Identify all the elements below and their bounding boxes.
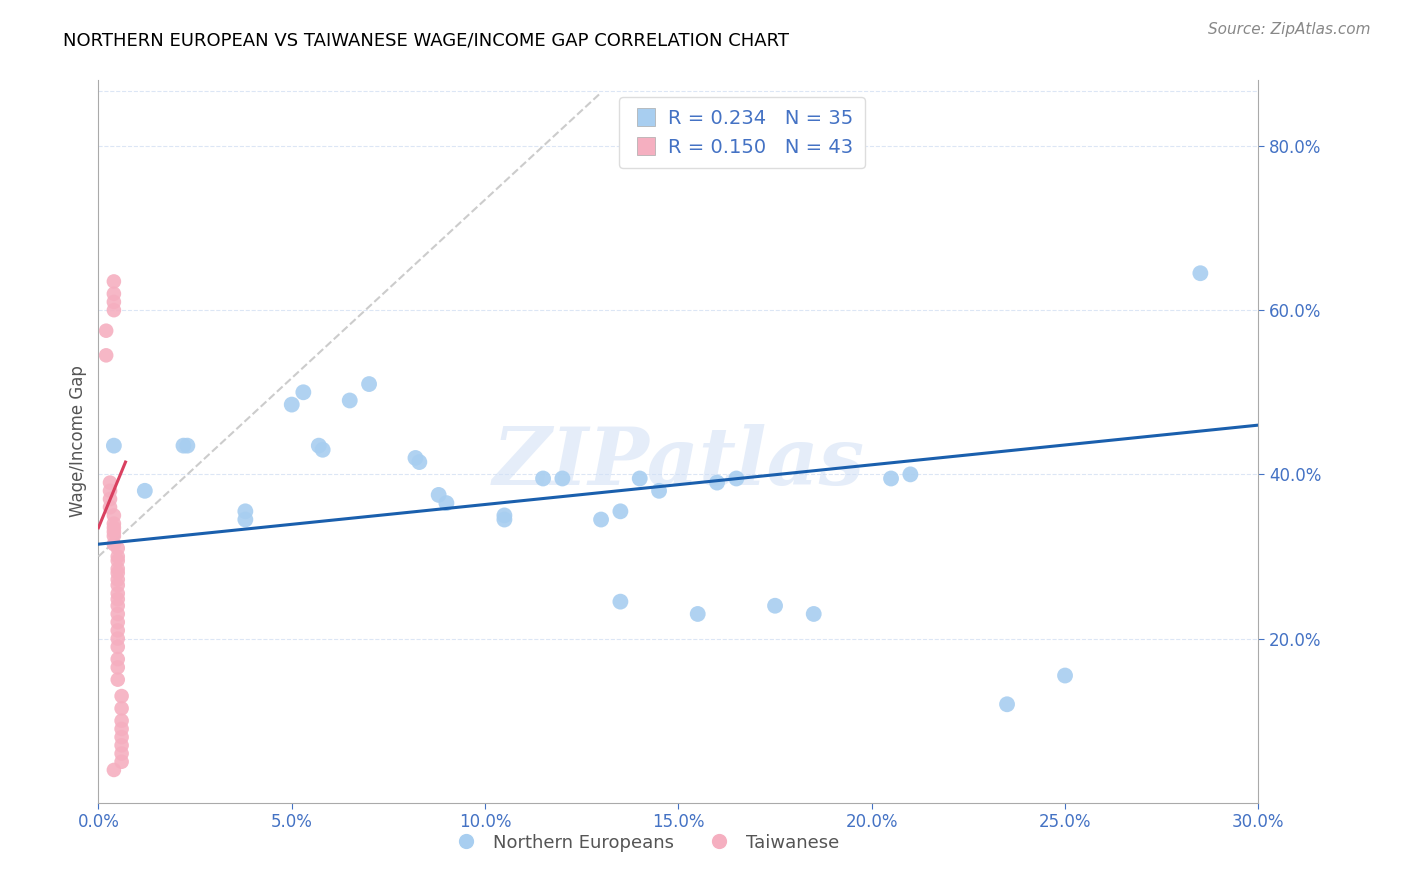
Point [359, 377, 381, 392]
Point [686, 607, 709, 621]
Point [107, 632, 129, 646]
Point [648, 483, 671, 498]
Point [103, 516, 125, 531]
Point [96, 324, 118, 338]
Point [880, 471, 903, 485]
Point [725, 471, 748, 485]
Point [103, 521, 125, 535]
Point [107, 541, 129, 556]
Point [531, 471, 554, 485]
Point [103, 524, 125, 539]
Point [107, 660, 129, 674]
Point [103, 537, 125, 551]
Point [107, 624, 129, 638]
Text: ZIPatlas: ZIPatlas [492, 425, 865, 502]
Point [1054, 668, 1077, 682]
Text: Source: ZipAtlas.com: Source: ZipAtlas.com [1208, 22, 1371, 37]
Point [107, 615, 129, 630]
Point [103, 439, 125, 453]
Point [107, 586, 129, 600]
Text: NORTHERN EUROPEAN VS TAIWANESE WAGE/INCOME GAP CORRELATION CHART: NORTHERN EUROPEAN VS TAIWANESE WAGE/INCO… [63, 31, 789, 49]
Point [103, 529, 125, 543]
Point [111, 714, 132, 728]
Point [111, 701, 132, 715]
Point [308, 439, 330, 453]
Point [103, 303, 125, 318]
Point [408, 455, 430, 469]
Point [763, 599, 786, 613]
Point [591, 512, 613, 526]
Legend: Northern Europeans, Taiwanese: Northern Europeans, Taiwanese [440, 826, 846, 859]
Point [98, 475, 121, 490]
Point [494, 512, 516, 526]
Point [107, 566, 129, 580]
Point [107, 640, 129, 654]
Point [107, 573, 129, 587]
Point [172, 439, 194, 453]
Point [107, 578, 129, 592]
Point [107, 592, 129, 607]
Point [98, 483, 121, 498]
Point [235, 504, 257, 518]
Point [706, 475, 728, 490]
Point [103, 508, 125, 523]
Point [628, 471, 651, 485]
Point [803, 607, 825, 621]
Point [107, 549, 129, 564]
Point [103, 275, 125, 289]
Point [103, 763, 125, 777]
Point [176, 439, 198, 453]
Point [107, 599, 129, 613]
Point [235, 512, 257, 526]
Point [111, 755, 132, 769]
Point [111, 730, 132, 744]
Point [995, 698, 1018, 712]
Point [134, 483, 156, 498]
Point [551, 471, 574, 485]
Point [111, 689, 132, 703]
Point [1189, 266, 1212, 280]
Point [111, 722, 132, 736]
Point [427, 488, 450, 502]
Y-axis label: Wage/Income Gap: Wage/Income Gap [69, 366, 87, 517]
Point [98, 491, 121, 506]
Point [281, 398, 304, 412]
Point [107, 553, 129, 567]
Point [609, 504, 631, 518]
Point [107, 652, 129, 666]
Point [900, 467, 922, 482]
Point [107, 562, 129, 576]
Point [111, 747, 132, 761]
Point [494, 508, 516, 523]
Point [436, 496, 458, 510]
Point [103, 286, 125, 301]
Point [405, 450, 427, 465]
Point [312, 442, 335, 457]
Point [107, 607, 129, 621]
Point [103, 295, 125, 310]
Point [107, 673, 129, 687]
Point [292, 385, 315, 400]
Point [98, 500, 121, 515]
Point [339, 393, 361, 408]
Point [111, 739, 132, 753]
Point [609, 594, 631, 608]
Point [96, 348, 118, 362]
